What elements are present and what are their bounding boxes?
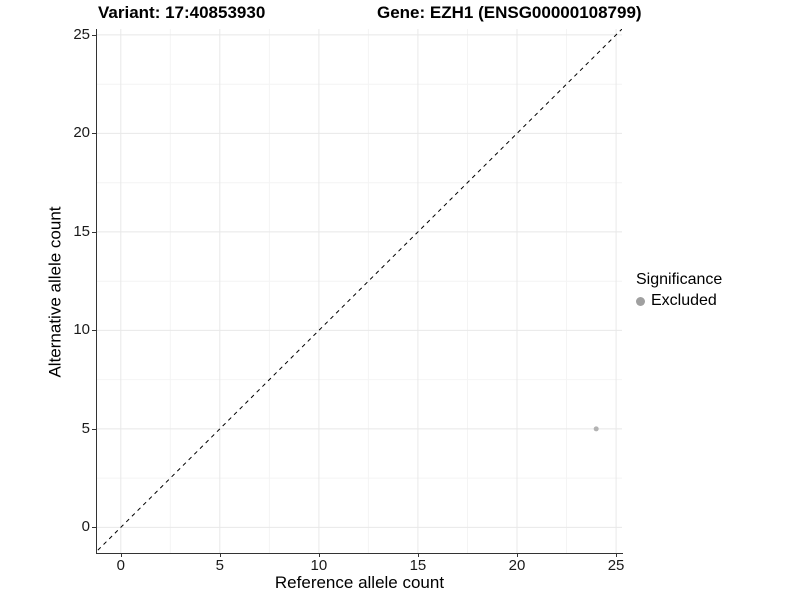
x-tick-mark: [318, 553, 320, 557]
y-tick-mark: [92, 133, 96, 135]
y-tick-mark: [92, 330, 96, 332]
legend-title: Significance: [636, 271, 723, 288]
y-tick-mark: [92, 527, 96, 529]
y-tick-label: 20: [73, 124, 90, 142]
x-axis-title: Reference allele count: [274, 573, 445, 592]
x-tick-label: 15: [409, 557, 427, 574]
x-tick-mark: [219, 553, 221, 557]
y-tick-mark: [92, 34, 96, 36]
plot-title: Variant: 17:40853930 Gene: EZH1 (ENSG000…: [0, 3, 800, 25]
identity-reference-line: [97, 29, 622, 552]
plot-panel: [96, 29, 623, 554]
x-tick-mark: [517, 553, 518, 557]
y-tick-label: 15: [73, 222, 90, 240]
plot-title-gene: Gene: EZH1 (ENSG00000108799): [377, 3, 642, 22]
x-tick-label: 20: [508, 557, 526, 574]
y-tick-label: 5: [81, 419, 90, 437]
excluded-point-icon: [636, 296, 645, 306]
legend-item-excluded: Excluded: [636, 292, 722, 310]
plot-title-variant: Variant: 17:40853930: [98, 3, 266, 22]
y-tick-label: 10: [73, 321, 90, 339]
y-tick-label: 25: [73, 25, 90, 43]
y-tick-label: 0: [81, 518, 90, 536]
x-tick-mark: [417, 553, 419, 557]
legend-item-label: Excluded: [651, 292, 717, 309]
data-point: [593, 426, 599, 432]
x-tick-label: 0: [116, 557, 125, 574]
x-tick-label: 5: [215, 557, 224, 574]
x-tick-label: 25: [607, 557, 625, 574]
y-tick-mark: [92, 428, 96, 430]
legend: Significance Excluded: [636, 271, 722, 310]
x-tick-mark: [120, 553, 122, 557]
x-tick-mark: [616, 553, 618, 557]
x-tick-label: 10: [310, 557, 328, 574]
plot-canvas: [97, 29, 622, 553]
y-tick-mark: [92, 231, 96, 233]
y-axis-title: Alternative allele count: [45, 206, 65, 378]
